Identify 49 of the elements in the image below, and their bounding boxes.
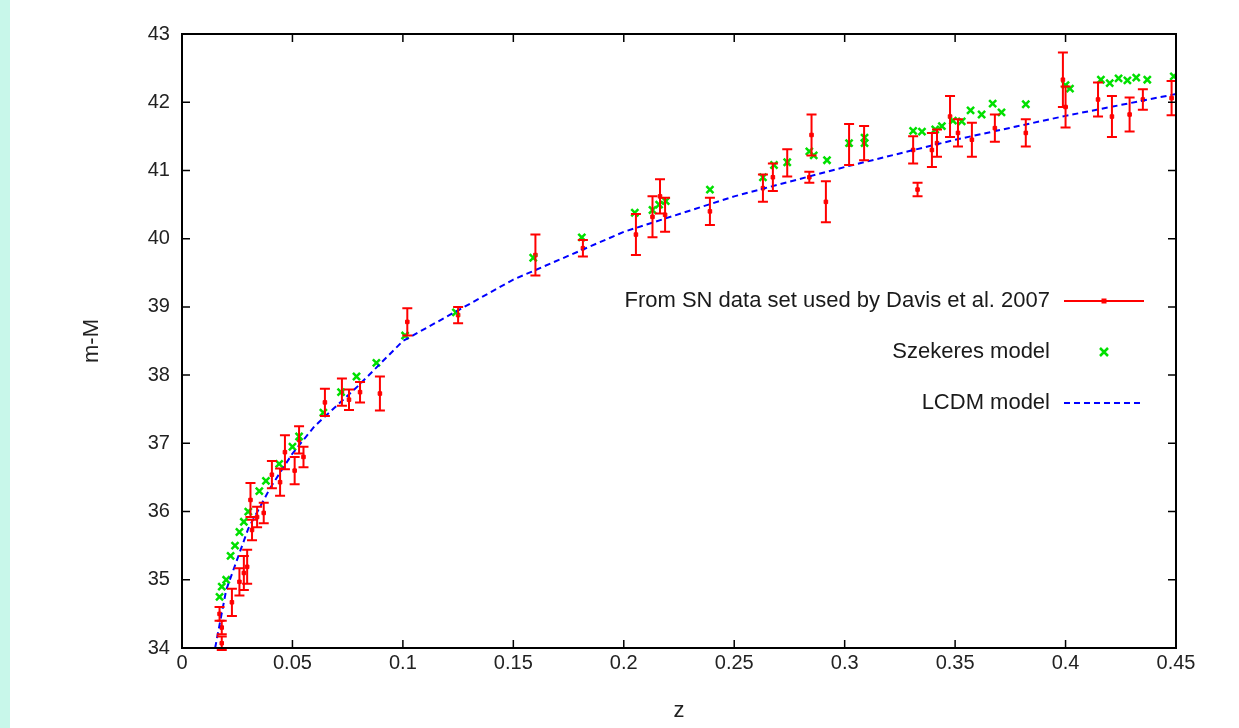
point [705,184,715,195]
point [976,109,987,120]
point [1131,72,1142,83]
point [987,98,998,109]
y-tick-label: 35 [147,567,170,590]
point [287,441,298,452]
x-tick-label: 0.1 [388,650,417,673]
point [254,486,265,496]
y-tick-label: 36 [147,499,170,522]
x-tick-label: 0.2 [609,650,638,673]
point [917,126,927,137]
point [1113,73,1124,84]
y-tick-label: 37 [147,430,170,453]
legend-label: Szekeres model [892,338,1050,364]
point [965,105,976,116]
x-tick-label: 0 [176,650,188,673]
x-tick-label: 0.45 [1156,650,1196,673]
y-tick-label: 41 [147,157,170,180]
point [1104,78,1115,88]
y-tick-label: 40 [147,226,170,249]
x-tick-label: 0.3 [830,650,859,673]
x-tick-label: 0.35 [935,650,975,673]
point [234,527,245,537]
x-tick-label: 0.15 [493,650,533,673]
x-tick-label: 0.4 [1051,650,1080,673]
point [225,551,236,561]
point [1021,99,1031,110]
y-axis-title: m-M [78,319,104,363]
y-tick-label: 38 [147,362,170,385]
point [239,517,249,527]
legend-label: From SN data set used by Davis et al. 2007 [624,287,1050,313]
point [1142,74,1153,85]
x-tick-label: 0.25 [714,650,754,673]
y-tick-label: 42 [147,89,170,112]
legend-label: LCDM model [921,389,1050,415]
y-tick-label: 34 [147,635,170,658]
x-tick-label: 0.05 [272,650,312,673]
point [937,121,947,131]
point [274,459,284,469]
point [822,155,832,165]
x-axis-title: z [673,696,685,722]
y-tick-label: 43 [147,21,170,44]
y-tick-label: 39 [147,294,170,317]
point [1122,75,1133,86]
line-series [214,93,1176,648]
point [908,126,918,136]
point [351,371,362,382]
point [261,476,271,486]
point [230,540,240,551]
